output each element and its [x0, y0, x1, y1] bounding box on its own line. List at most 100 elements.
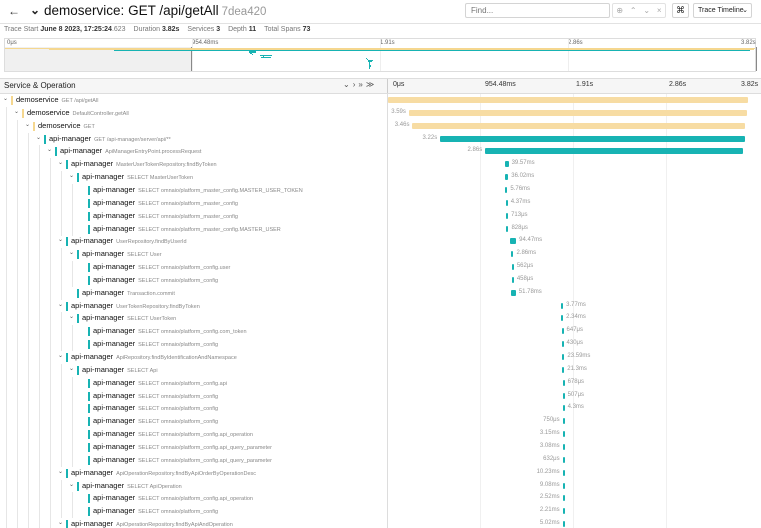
span-row[interactable]: api-manager SELECT omnaio/platform_master… [0, 209, 761, 223]
span-timeline-cell[interactable]: 10.23ms [388, 467, 761, 480]
span-name-cell[interactable]: api-manager SELECT omnaio/platform_config… [0, 428, 387, 442]
span-bar[interactable] [505, 174, 509, 181]
chevron-down-icon[interactable]: ⌄ [30, 3, 41, 17]
span-bar[interactable] [561, 302, 564, 309]
span-name-cell[interactable]: ⌄ api-manager UserRepository.findByUserId [0, 235, 387, 249]
span-bar[interactable] [562, 379, 565, 386]
collapse-one-icon[interactable]: ⌄ [343, 80, 353, 89]
chevron-down-icon[interactable]: ⌄ [25, 121, 31, 128]
span-row[interactable]: ⌄ api-manager UserTokenRepository.findByTo… [0, 299, 761, 313]
span-timeline-cell[interactable]: 3.46s [388, 120, 761, 133]
span-bar[interactable] [562, 431, 565, 438]
span-bar[interactable] [506, 225, 509, 232]
span-timeline-cell[interactable]: 23.59ms [388, 351, 761, 364]
span-bar[interactable] [561, 328, 564, 335]
span-name-cell[interactable]: ⌄ api-manager SELECT UserToken [0, 312, 387, 326]
span-name-cell[interactable]: api-manager SELECT omnaio/platform_config [0, 338, 387, 352]
span-row[interactable]: api-manager SELECT omnaio/platform_config… [0, 428, 761, 442]
find-input[interactable] [465, 3, 610, 18]
span-name-cell[interactable]: ⌄ api-manager SELECT MasterUserToken [0, 171, 387, 185]
arrow-left-icon[interactable]: ← [8, 4, 20, 18]
span-timeline-cell[interactable]: 3.15ms [388, 428, 761, 441]
span-bar[interactable] [562, 456, 565, 463]
span-name-cell[interactable]: ⌄ demoservice GET /api/getAll [0, 94, 387, 107]
span-name-cell[interactable]: api-manager SELECT omnaio/platform_config… [0, 492, 387, 506]
span-row[interactable]: ⌄ api-manager SELECT Api 21.3ms [0, 363, 761, 377]
span-row[interactable]: ⌄ api-manager GET /api-manager/server/api/… [0, 132, 761, 146]
span-bar[interactable] [562, 469, 565, 476]
span-name-cell[interactable]: api-manager SELECT omnaio/platform_config… [0, 261, 387, 275]
span-name-cell[interactable]: api-manager SELECT omnaio/platform_master… [0, 183, 387, 197]
span-bar[interactable] [511, 276, 514, 283]
span-name-cell[interactable]: ⌄ api-manager GET /api-manager/server/api/… [0, 132, 387, 146]
trace-minimap[interactable]: 0μs 954.48ms 1.91s 2.86s 3.82s [4, 38, 757, 72]
span-timeline-cell[interactable]: 3.77ms [388, 300, 761, 313]
span-bar[interactable] [561, 315, 564, 322]
span-bar[interactable] [562, 354, 565, 360]
span-timeline-cell[interactable]: 39.57ms [388, 158, 761, 171]
span-timeline-cell[interactable]: 2.52ms [388, 492, 761, 505]
span-row[interactable]: api-manager SELECT omnaio/platform_master… [0, 222, 761, 236]
span-timeline-cell[interactable]: 51.78ms [388, 287, 761, 300]
chevron-down-icon[interactable]: ⌄ [14, 108, 20, 115]
span-name-cell[interactable]: ⌄ api-manager ApiRepository.findByIdentifi… [0, 351, 387, 364]
span-row[interactable]: api-manager SELECT omnaio/platform_config… [0, 325, 761, 339]
span-name-cell[interactable]: ⌄ api-manager UserTokenRepository.findByTo… [0, 299, 387, 313]
span-timeline-cell[interactable]: 36.02ms [388, 171, 761, 184]
span-bar[interactable] [562, 495, 565, 502]
span-row[interactable]: api-manager SELECT omnaio/platform_config… [0, 338, 761, 352]
span-timeline-cell[interactable]: 828μs [388, 223, 761, 236]
span-timeline-cell[interactable]: 458μs [388, 274, 761, 287]
span-timeline-cell[interactable]: 430μs [388, 338, 761, 351]
span-row[interactable]: ⌄ api-manager UserRepository.findByUserId 9… [0, 235, 761, 249]
span-row[interactable]: ⌄ demoservice GET /api/getAll [0, 94, 761, 107]
span-row[interactable]: api-manager SELECT omnaio/platform_config… [0, 273, 761, 287]
span-bar[interactable] [511, 251, 514, 258]
span-bar[interactable] [562, 521, 565, 528]
chevron-down-icon[interactable]: ⌄ [58, 468, 64, 475]
chevron-down-icon[interactable]: ⌄ [58, 353, 64, 359]
span-bar[interactable] [412, 122, 746, 129]
collapse-all-icon[interactable]: » [358, 80, 366, 89]
column-resizer[interactable] [387, 79, 388, 93]
close-icon[interactable]: × [656, 6, 662, 15]
span-row[interactable]: api-manager SELECT omnaio/platform_config… [0, 402, 761, 416]
chevron-down-icon[interactable]: ⌄ [69, 314, 75, 321]
span-row[interactable]: api-manager SELECT omnaio/platform_config… [0, 440, 761, 454]
span-name-cell[interactable]: api-manager SELECT omnaio/platform_master… [0, 222, 387, 236]
span-timeline-cell[interactable] [388, 94, 761, 107]
minimap-selection[interactable] [191, 47, 757, 71]
chevron-down-icon[interactable]: ⌄ [58, 160, 64, 167]
span-bar[interactable] [505, 161, 509, 168]
span-name-cell[interactable]: api-manager SELECT omnaio/platform_config… [0, 325, 387, 339]
span-name-cell[interactable]: ⌄ api-manager ApiOperationRepository.findB… [0, 518, 387, 528]
span-timeline-cell[interactable]: 4.3ms [388, 402, 761, 415]
span-name-cell[interactable]: api-manager SELECT omnaio/platform_config [0, 505, 387, 519]
span-name-cell[interactable]: ⌄ demoservice GET [0, 119, 387, 133]
span-row[interactable]: api-manager SELECT omnaio/platform_config… [0, 453, 761, 467]
view-mode-dropdown[interactable]: Trace Timeline ⌄ [693, 3, 752, 18]
span-timeline-cell[interactable]: 647μs [388, 325, 761, 338]
span-row[interactable]: api-manager Transaction.commit 51.78ms [0, 286, 761, 300]
span-name-cell[interactable]: ⌄ api-manager SELECT User [0, 248, 387, 262]
chevron-down-icon[interactable]: ⌄ [58, 520, 64, 527]
span-bar[interactable] [562, 482, 565, 489]
span-row[interactable]: ⌄ api-manager ApiOperationRepository.findB… [0, 518, 761, 528]
span-row[interactable]: ⌄ api-manager MasterUserTokenRepository.fi… [0, 158, 761, 172]
span-row[interactable]: api-manager SELECT omnaio/platform_config… [0, 261, 761, 275]
chevron-down-icon[interactable]: ⌄ [58, 301, 64, 308]
span-timeline-cell[interactable]: 5.76ms [388, 184, 761, 197]
chevron-down-icon[interactable]: ⌄ [69, 365, 75, 372]
span-bar[interactable] [388, 97, 748, 103]
span-name-cell[interactable]: api-manager SELECT omnaio/platform_config [0, 415, 387, 429]
span-name-cell[interactable]: api-manager SELECT omnaio/platform_master… [0, 196, 387, 210]
span-bar[interactable] [485, 148, 743, 155]
locate-icon[interactable]: ⊕ [616, 6, 624, 15]
span-timeline-cell[interactable]: 3.59s [388, 107, 761, 120]
span-row[interactable]: ⌄ api-manager SELECT User 2.86ms [0, 248, 761, 262]
span-timeline-cell[interactable]: 3.08ms [388, 441, 761, 454]
span-name-cell[interactable]: api-manager SELECT omnaio/platform_config… [0, 440, 387, 454]
span-row[interactable]: api-manager SELECT omnaio/platform_master… [0, 183, 761, 197]
span-timeline-cell[interactable]: 713μs [388, 210, 761, 223]
chevron-down-icon[interactable]: ⌄ [36, 134, 42, 141]
